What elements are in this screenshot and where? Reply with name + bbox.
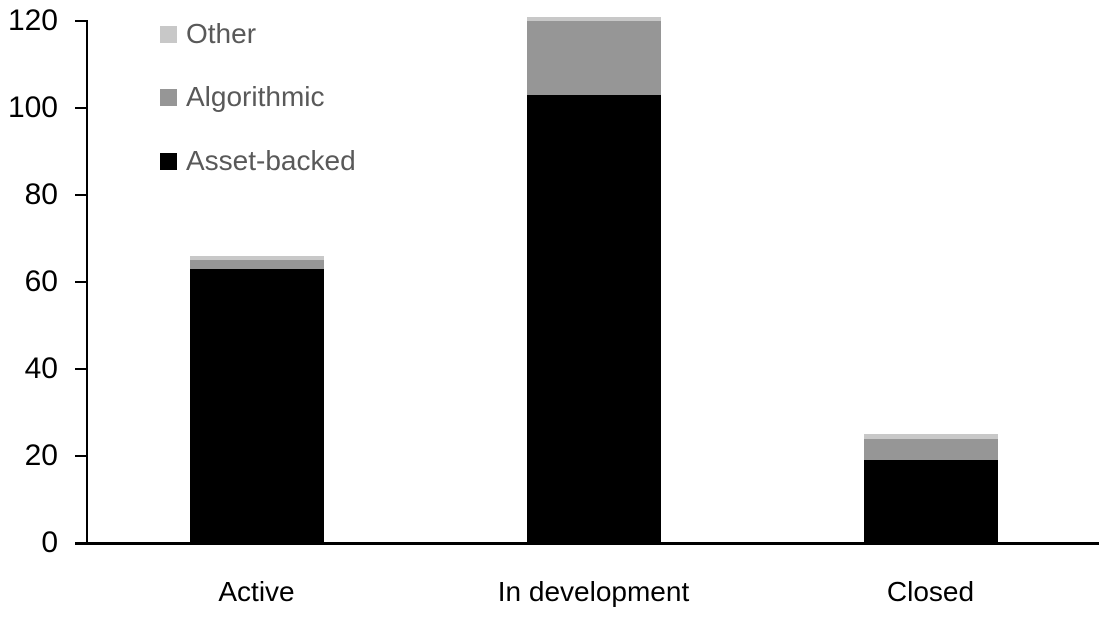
y-tick <box>75 107 88 109</box>
bar-segment-in-development-asset-backed <box>527 95 661 543</box>
y-tick-label: 100 <box>7 91 58 124</box>
legend-item-algorithmic: Algorithmic <box>160 80 324 114</box>
y-tick <box>75 368 88 370</box>
legend-label-other: Other <box>186 18 257 49</box>
bar-segment-in-development-other <box>527 17 661 21</box>
bar-segment-active-other <box>190 256 324 260</box>
y-tick-label: 0 <box>41 526 58 559</box>
bar-segment-closed-asset-backed <box>864 460 998 543</box>
bar-segment-active-asset-backed <box>190 269 324 543</box>
y-tick <box>75 194 88 196</box>
legend-label-asset-backed: Asset-backed <box>186 145 356 176</box>
legend-swatch-other-icon <box>160 25 177 43</box>
x-axis-line <box>75 542 1099 545</box>
y-tick <box>75 281 88 283</box>
y-tick-label: 40 <box>24 352 58 385</box>
legend-swatch-algorithmic-icon <box>160 88 177 106</box>
x-axis-label-closed: Closed <box>886 576 975 607</box>
bar-segment-closed-algorithmic <box>864 439 998 460</box>
bar-segment-closed-other <box>864 434 998 439</box>
legend-label-algorithmic: Algorithmic <box>186 81 325 112</box>
y-tick-label: 80 <box>24 178 58 211</box>
y-tick <box>75 455 88 457</box>
x-axis-label-active: Active <box>218 576 295 607</box>
x-axis-label-in-development: In development <box>497 576 690 607</box>
y-axis-line <box>86 20 88 545</box>
bar-segment-active-algorithmic <box>190 260 324 269</box>
y-tick-label: 120 <box>7 4 58 37</box>
y-tick <box>75 20 88 22</box>
legend-swatch-asset-backed-icon <box>160 152 177 170</box>
y-tick-label: 60 <box>24 265 58 298</box>
bar-segment-in-development-algorithmic <box>527 21 661 95</box>
legend-item-asset-backed: Asset-backed <box>160 144 356 178</box>
y-tick-label: 20 <box>24 439 58 472</box>
legend-item-other: Other <box>160 17 256 51</box>
